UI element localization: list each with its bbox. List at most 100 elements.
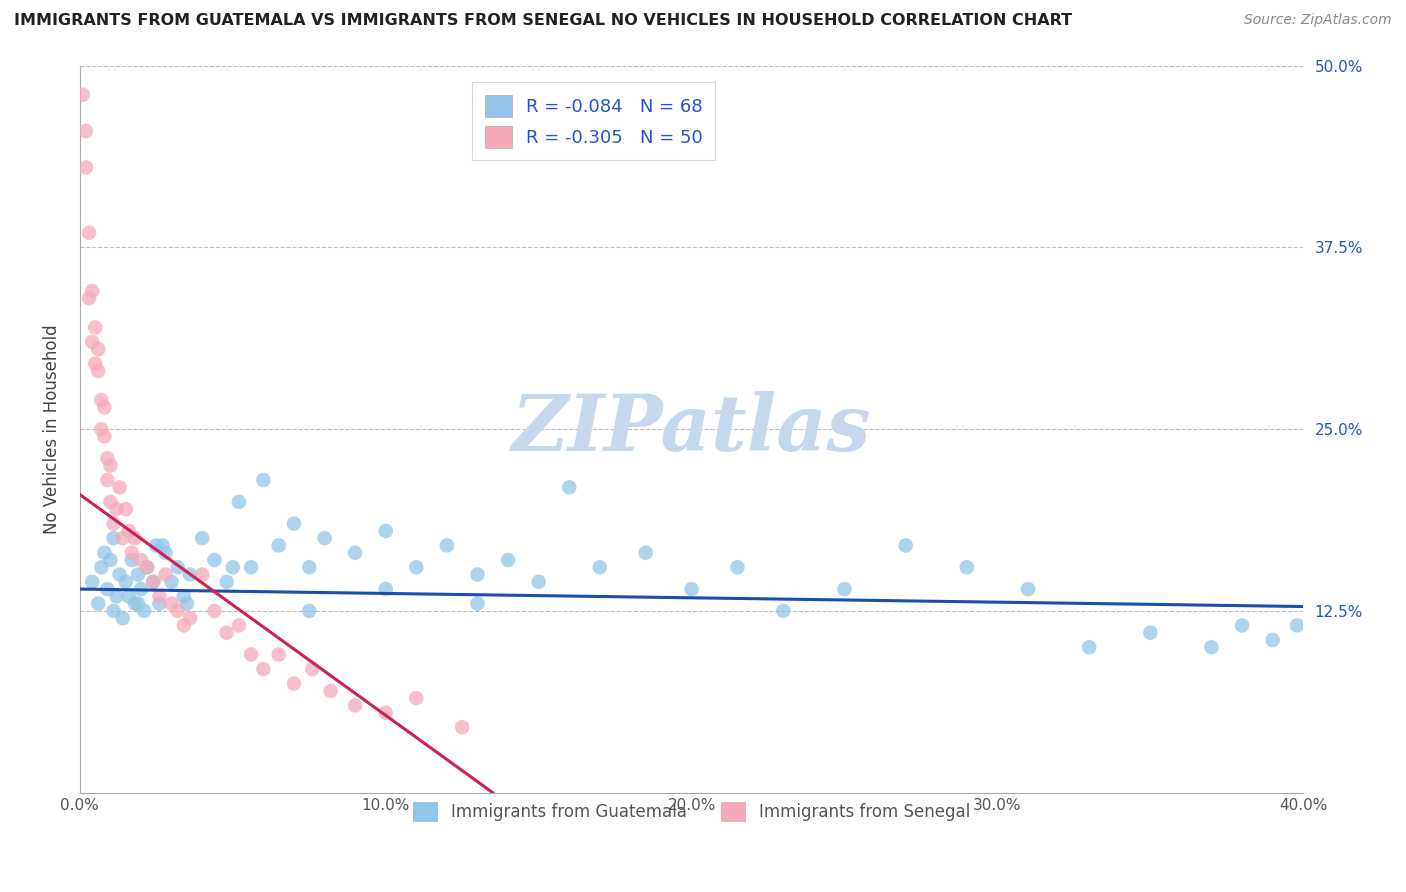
Point bbox=[103, 604, 125, 618]
Point bbox=[634, 546, 657, 560]
Point bbox=[240, 648, 263, 662]
Point bbox=[155, 567, 177, 582]
Point bbox=[148, 590, 170, 604]
Point bbox=[215, 574, 238, 589]
Point bbox=[93, 429, 115, 443]
Point bbox=[1230, 618, 1253, 632]
Point bbox=[1261, 632, 1284, 647]
Point bbox=[191, 567, 214, 582]
Point bbox=[93, 401, 115, 415]
Point bbox=[298, 560, 321, 574]
Point bbox=[681, 582, 703, 596]
Point bbox=[283, 676, 305, 690]
Point bbox=[436, 538, 458, 552]
Point bbox=[374, 706, 396, 720]
Legend: Immigrants from Guatemala, Immigrants from Senegal: Immigrants from Guatemala, Immigrants fr… bbox=[399, 789, 983, 835]
Point bbox=[160, 574, 183, 589]
Point bbox=[108, 480, 131, 494]
Point bbox=[72, 87, 94, 102]
Point bbox=[87, 364, 110, 378]
Point bbox=[103, 516, 125, 531]
Point bbox=[127, 597, 149, 611]
Point bbox=[467, 567, 489, 582]
Point bbox=[725, 560, 748, 574]
Point bbox=[142, 574, 165, 589]
Point bbox=[1017, 582, 1039, 596]
Point bbox=[252, 473, 274, 487]
Point bbox=[496, 553, 519, 567]
Point bbox=[228, 618, 250, 632]
Point bbox=[176, 597, 198, 611]
Point bbox=[344, 546, 367, 560]
Point bbox=[179, 611, 201, 625]
Point bbox=[100, 553, 122, 567]
Point bbox=[142, 574, 165, 589]
Point bbox=[129, 582, 152, 596]
Point bbox=[314, 531, 336, 545]
Point bbox=[228, 495, 250, 509]
Point bbox=[121, 546, 143, 560]
Point bbox=[108, 567, 131, 582]
Point bbox=[166, 604, 188, 618]
Point bbox=[283, 516, 305, 531]
Point bbox=[451, 720, 474, 734]
Point bbox=[173, 618, 195, 632]
Point bbox=[75, 124, 97, 138]
Point bbox=[374, 582, 396, 596]
Point bbox=[136, 560, 159, 574]
Point bbox=[467, 597, 489, 611]
Point bbox=[1139, 625, 1161, 640]
Point bbox=[155, 546, 177, 560]
Point bbox=[405, 560, 427, 574]
Point bbox=[589, 560, 612, 574]
Point bbox=[215, 625, 238, 640]
Point bbox=[1286, 618, 1309, 632]
Point bbox=[1078, 640, 1101, 655]
Point bbox=[77, 291, 100, 305]
Point bbox=[96, 582, 118, 596]
Point bbox=[160, 597, 183, 611]
Point bbox=[129, 553, 152, 567]
Point bbox=[100, 458, 122, 473]
Point bbox=[148, 597, 170, 611]
Point bbox=[173, 590, 195, 604]
Point bbox=[118, 590, 141, 604]
Text: ZIPatlas: ZIPatlas bbox=[512, 391, 872, 467]
Point bbox=[267, 648, 290, 662]
Point bbox=[105, 502, 128, 516]
Point bbox=[84, 320, 107, 334]
Text: Source: ZipAtlas.com: Source: ZipAtlas.com bbox=[1244, 13, 1392, 28]
Point bbox=[127, 567, 149, 582]
Point bbox=[90, 422, 112, 436]
Point bbox=[82, 574, 104, 589]
Point bbox=[93, 546, 115, 560]
Point bbox=[179, 567, 201, 582]
Point bbox=[374, 524, 396, 538]
Point bbox=[132, 604, 155, 618]
Point bbox=[1201, 640, 1223, 655]
Point bbox=[267, 538, 290, 552]
Point bbox=[87, 342, 110, 356]
Text: IMMIGRANTS FROM GUATEMALA VS IMMIGRANTS FROM SENEGAL NO VEHICLES IN HOUSEHOLD CO: IMMIGRANTS FROM GUATEMALA VS IMMIGRANTS … bbox=[14, 13, 1073, 29]
Point bbox=[136, 560, 159, 574]
Point bbox=[204, 604, 226, 618]
Point bbox=[319, 684, 342, 698]
Point bbox=[166, 560, 188, 574]
Point bbox=[82, 284, 104, 298]
Y-axis label: No Vehicles in Household: No Vehicles in Household bbox=[44, 325, 60, 534]
Point bbox=[301, 662, 323, 676]
Point bbox=[344, 698, 367, 713]
Point bbox=[191, 531, 214, 545]
Point bbox=[298, 604, 321, 618]
Point bbox=[558, 480, 581, 494]
Point bbox=[124, 531, 146, 545]
Point bbox=[96, 473, 118, 487]
Point bbox=[956, 560, 979, 574]
Point bbox=[222, 560, 245, 574]
Point bbox=[103, 531, 125, 545]
Point bbox=[118, 524, 141, 538]
Point bbox=[772, 604, 794, 618]
Point bbox=[96, 451, 118, 466]
Point bbox=[124, 597, 146, 611]
Point bbox=[75, 161, 97, 175]
